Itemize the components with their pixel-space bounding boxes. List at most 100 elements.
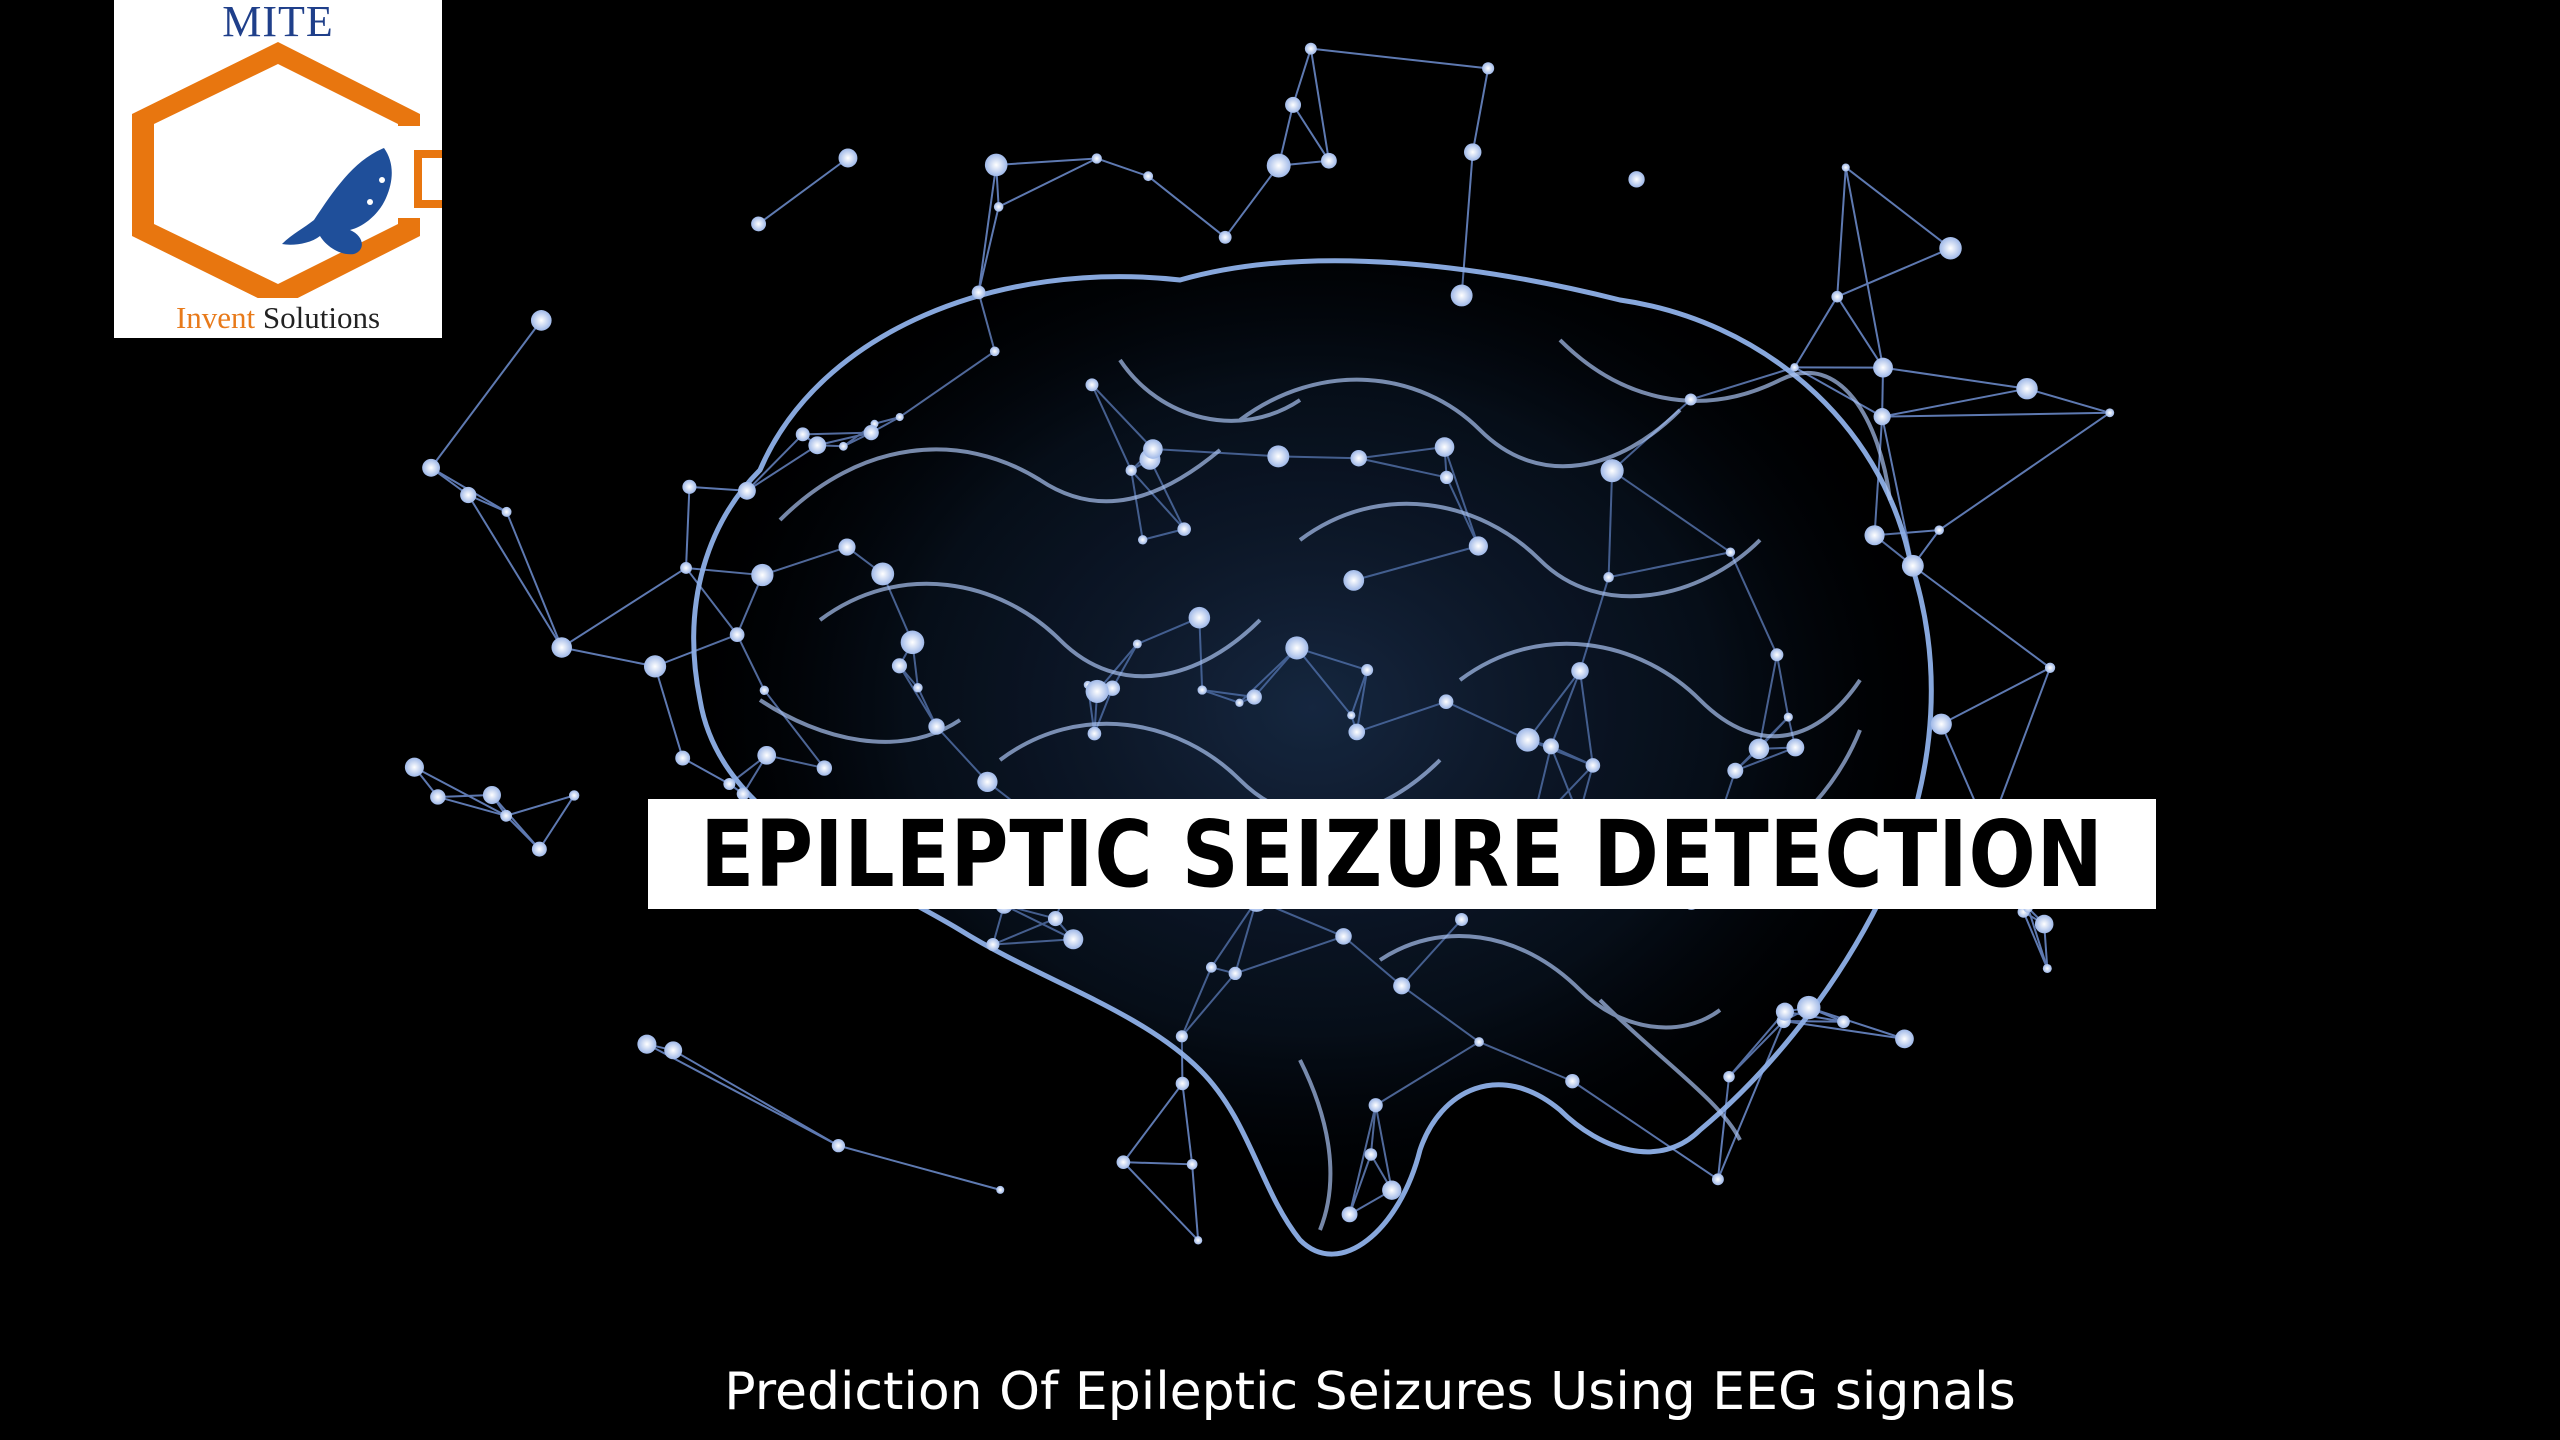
network-node bbox=[1748, 738, 1770, 760]
network-node bbox=[1393, 977, 1411, 995]
network-node bbox=[738, 481, 756, 500]
network-line bbox=[1123, 1161, 1193, 1166]
company-logo: MITE Invent Solutions bbox=[114, 0, 442, 338]
network-node bbox=[838, 538, 856, 556]
network-node bbox=[1175, 1076, 1190, 1091]
network-node bbox=[1091, 153, 1102, 164]
network-node bbox=[1468, 536, 1488, 556]
network-node bbox=[1350, 450, 1367, 467]
network-line bbox=[1292, 104, 1330, 162]
network-node bbox=[1463, 143, 1482, 161]
network-line bbox=[538, 794, 576, 850]
network-line bbox=[654, 666, 684, 759]
network-node bbox=[1267, 445, 1290, 468]
network-line bbox=[491, 794, 541, 850]
network-node bbox=[838, 148, 858, 168]
network-line bbox=[1844, 167, 1885, 368]
network-node bbox=[838, 441, 848, 451]
network-node bbox=[1565, 1073, 1580, 1089]
network-node bbox=[1228, 966, 1242, 981]
network-node bbox=[1723, 1070, 1735, 1083]
network-node bbox=[637, 1034, 657, 1054]
network-node bbox=[1085, 679, 1109, 704]
network-node bbox=[1304, 42, 1317, 55]
network-node bbox=[1143, 439, 1163, 459]
network-node bbox=[2105, 408, 2115, 418]
network-node bbox=[1770, 648, 1784, 662]
network-node bbox=[1347, 711, 1356, 720]
network-line bbox=[996, 157, 1097, 166]
network-line bbox=[1309, 48, 1330, 161]
network-node bbox=[895, 413, 904, 422]
logo-tagline-solutions: Solutions bbox=[255, 300, 381, 335]
network-node bbox=[736, 787, 750, 801]
network-node bbox=[1348, 723, 1366, 741]
network-node bbox=[1786, 738, 1805, 757]
network-line bbox=[413, 766, 507, 817]
network-node bbox=[795, 427, 810, 442]
network-node bbox=[900, 630, 925, 655]
network-node bbox=[1205, 961, 1217, 973]
network-line bbox=[1147, 175, 1226, 239]
network-node bbox=[1684, 393, 1697, 406]
network-node bbox=[1930, 713, 1952, 735]
network-node bbox=[757, 745, 777, 765]
network-line bbox=[1292, 48, 1312, 106]
network-node bbox=[501, 506, 512, 517]
network-node bbox=[1197, 685, 1207, 695]
network-line bbox=[1224, 164, 1280, 238]
network-node bbox=[1285, 636, 1309, 660]
network-node bbox=[989, 346, 1000, 357]
network-line bbox=[467, 494, 563, 648]
network-node bbox=[1047, 910, 1064, 927]
network-node bbox=[1873, 357, 1893, 378]
network-node bbox=[1125, 464, 1137, 476]
network-line bbox=[1881, 387, 2028, 418]
slide-title: EPILEPTIC SEIZURE DETECTION bbox=[700, 800, 2104, 908]
network-line bbox=[646, 1043, 839, 1147]
network-node bbox=[1482, 62, 1495, 75]
network-line bbox=[1122, 1082, 1184, 1163]
network-node bbox=[482, 785, 501, 805]
network-node bbox=[1831, 290, 1844, 303]
network-node bbox=[863, 424, 879, 441]
network-node bbox=[1335, 928, 1352, 945]
network-node bbox=[1939, 236, 1962, 260]
network-node bbox=[1285, 96, 1302, 113]
network-node bbox=[1087, 726, 1102, 741]
network-node bbox=[977, 771, 998, 792]
network-node bbox=[1343, 570, 1365, 591]
network-node bbox=[1132, 639, 1142, 649]
network-node bbox=[500, 809, 513, 822]
brain-shape bbox=[691, 258, 1934, 1257]
network-node bbox=[1837, 1015, 1850, 1029]
network-line bbox=[682, 757, 730, 785]
network-node bbox=[1175, 1030, 1188, 1043]
network-node bbox=[1727, 762, 1744, 779]
network-line bbox=[689, 485, 748, 492]
butterfly-icon bbox=[282, 148, 392, 255]
network-node bbox=[1438, 694, 1454, 709]
network-node bbox=[404, 757, 424, 777]
network-node bbox=[1895, 1029, 1914, 1049]
network-node bbox=[1864, 525, 1885, 546]
network-node bbox=[1841, 163, 1850, 172]
network-node bbox=[1382, 1180, 1402, 1200]
network-node bbox=[1783, 712, 1793, 722]
network-node bbox=[680, 562, 692, 574]
network-line bbox=[505, 794, 575, 817]
network-node bbox=[1321, 152, 1337, 169]
network-node bbox=[1246, 689, 1262, 705]
network-node bbox=[2042, 963, 2052, 973]
network-node bbox=[984, 153, 1008, 177]
network-node bbox=[531, 841, 547, 857]
network-line bbox=[1845, 166, 1952, 250]
network-node bbox=[1341, 1206, 1358, 1223]
network-node bbox=[808, 436, 827, 455]
network-line bbox=[1096, 157, 1149, 178]
network-node bbox=[1571, 662, 1589, 680]
network-line bbox=[1912, 564, 2051, 669]
network-node bbox=[2016, 377, 2038, 400]
